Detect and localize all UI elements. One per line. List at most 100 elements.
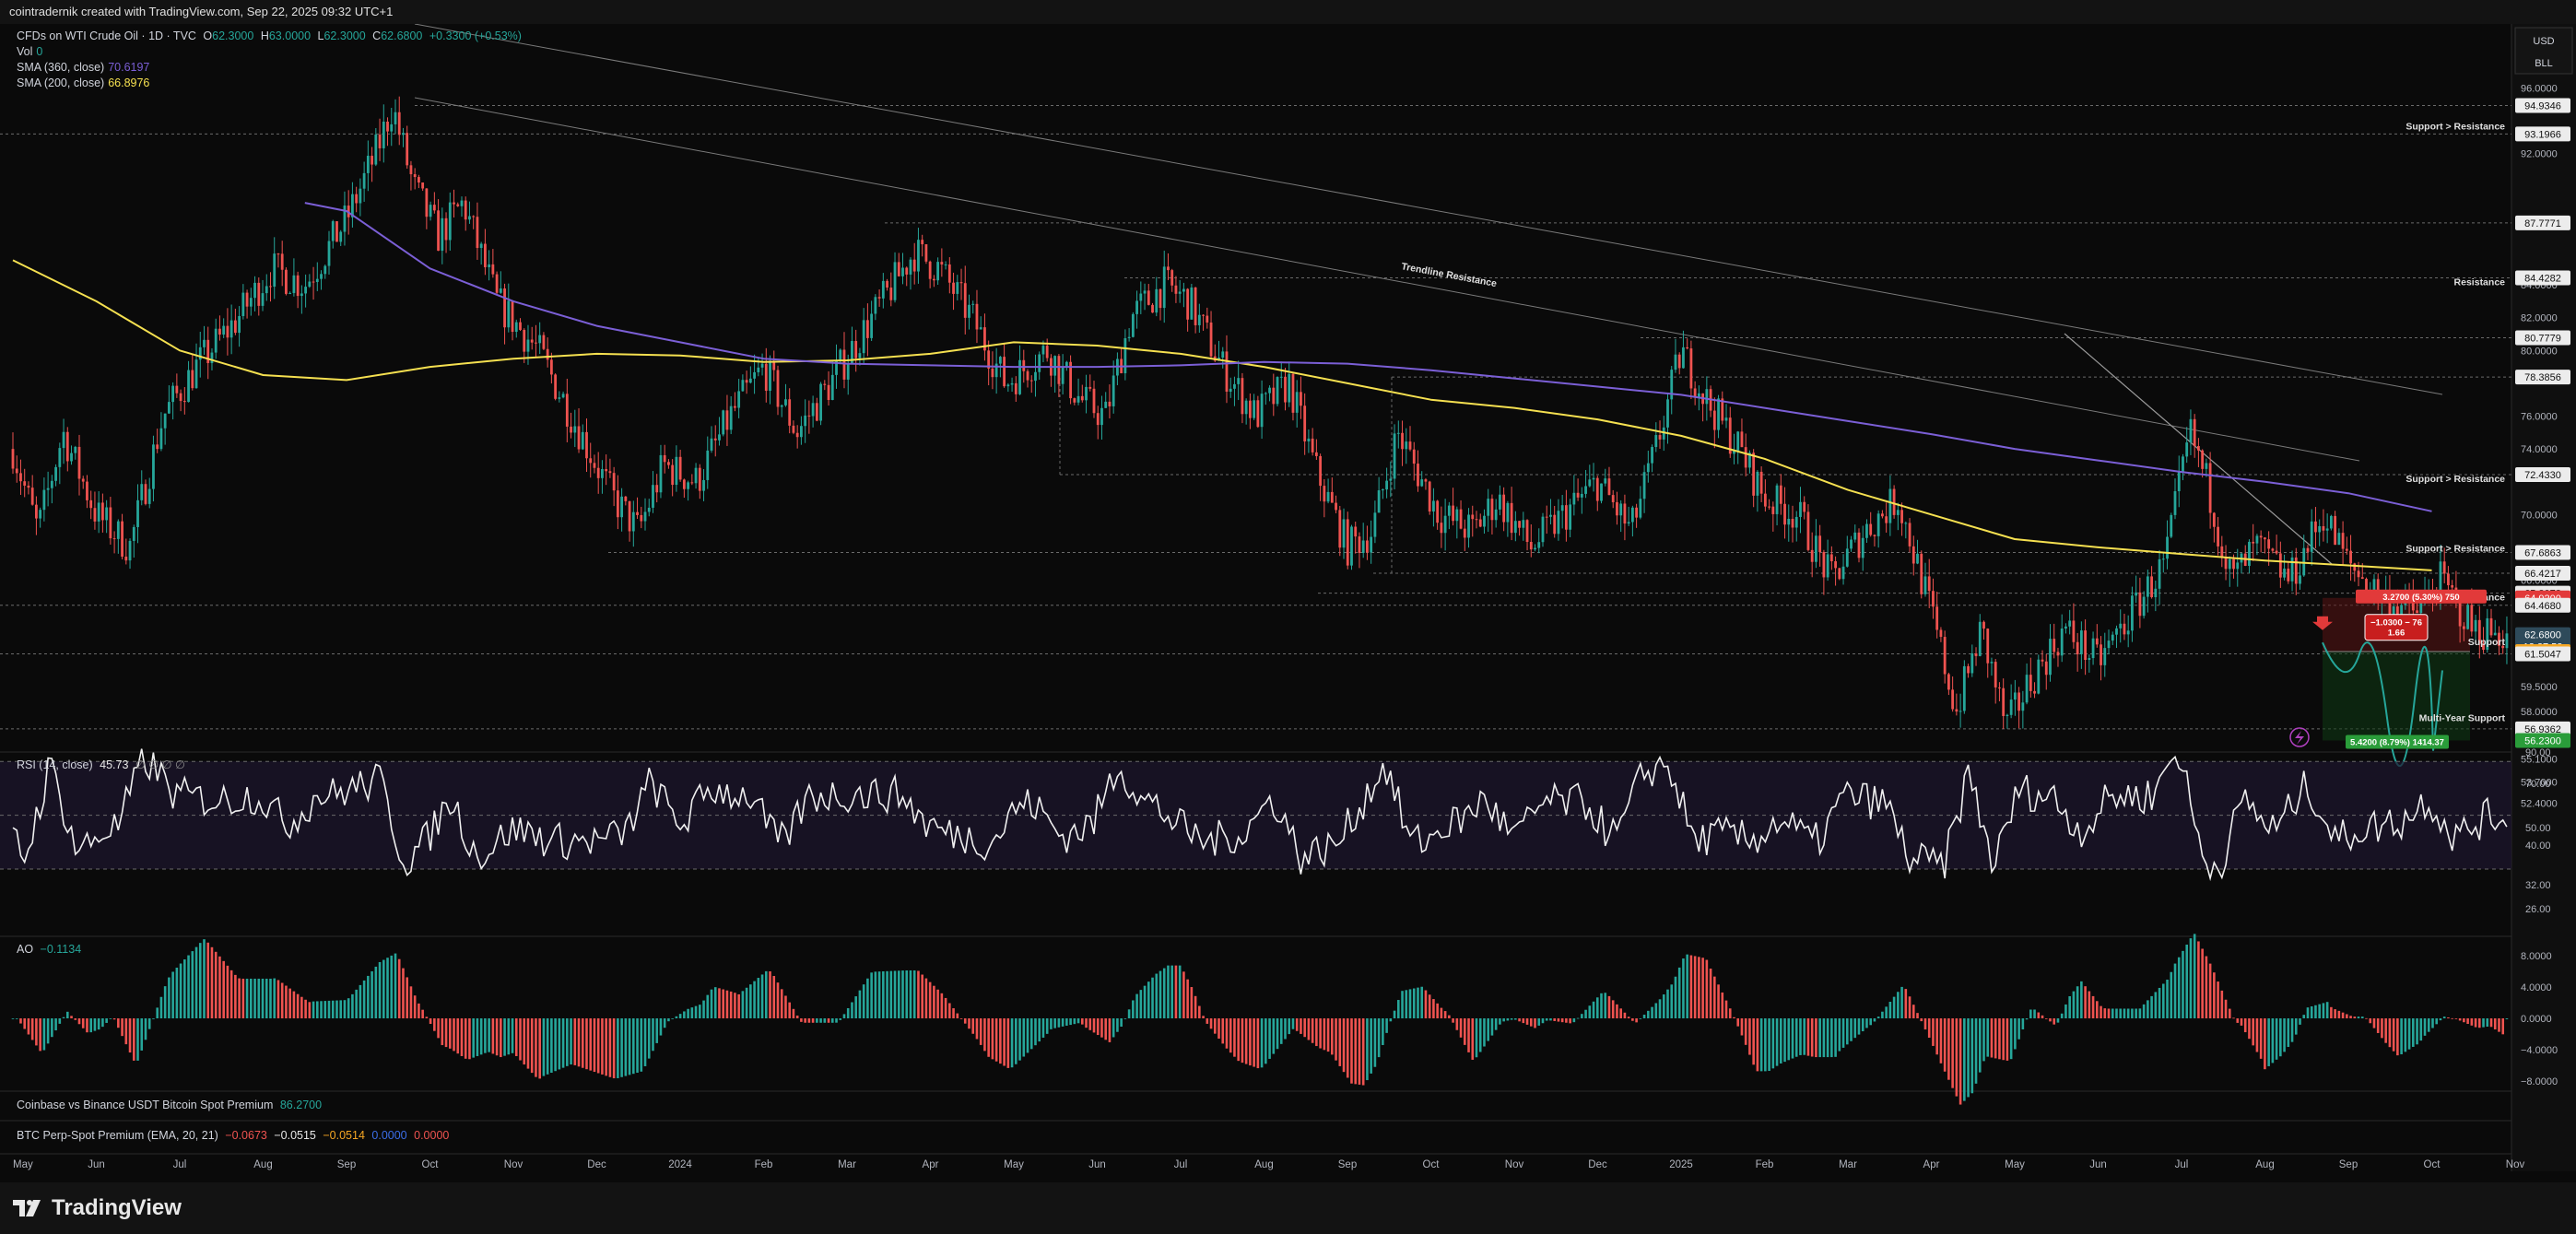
ao-bar[interactable]: [1268, 1018, 1271, 1059]
sma200-legend[interactable]: SMA (200, close) 66.8976: [17, 76, 153, 89]
candle-body[interactable]: [655, 485, 659, 493]
ao-bar[interactable]: [183, 959, 186, 1018]
candle-body[interactable]: [182, 401, 186, 403]
ao-bar[interactable]: [1897, 992, 1900, 1018]
candle-body[interactable]: [956, 282, 959, 294]
ao-bar[interactable]: [1085, 1018, 1088, 1028]
candle-body[interactable]: [698, 467, 701, 491]
ao-bar[interactable]: [2458, 1018, 2462, 1021]
candle-body[interactable]: [2049, 639, 2052, 676]
ao-bar[interactable]: [792, 1008, 795, 1018]
candle-body[interactable]: [1268, 387, 1271, 394]
candle-body[interactable]: [2236, 562, 2240, 570]
ao-bar[interactable]: [1651, 1006, 1653, 1018]
ao-bar[interactable]: [1487, 1018, 1490, 1041]
candle-body[interactable]: [558, 397, 561, 399]
ao-bar[interactable]: [210, 946, 214, 1018]
ao-bar[interactable]: [1951, 1018, 1954, 1088]
ao-bar[interactable]: [2002, 1018, 2005, 1061]
candle-body[interactable]: [93, 508, 97, 522]
trendline-resistance[interactable]: [414, 97, 2360, 462]
candle-body[interactable]: [1932, 591, 1935, 607]
candle-body[interactable]: [1053, 356, 1057, 376]
candle-body[interactable]: [2009, 699, 2013, 715]
candle-body[interactable]: [628, 500, 631, 532]
ao-bar[interactable]: [2029, 1009, 2032, 1018]
ao-bar[interactable]: [343, 1000, 347, 1018]
ao-bar[interactable]: [2442, 1017, 2446, 1018]
ao-bar[interactable]: [1162, 968, 1166, 1018]
candle-body[interactable]: [1010, 382, 1014, 385]
candle-body[interactable]: [1888, 488, 1892, 523]
candle-body[interactable]: [718, 434, 721, 441]
candle-body[interactable]: [1522, 520, 1525, 528]
ao-bar[interactable]: [795, 1015, 799, 1018]
ao-bar[interactable]: [1943, 1018, 1947, 1072]
candle-body[interactable]: [535, 342, 537, 344]
ao-bar[interactable]: [495, 1018, 499, 1056]
candle-body[interactable]: [1295, 392, 1299, 413]
candle-body[interactable]: [30, 488, 34, 505]
candle-body[interactable]: [81, 478, 85, 482]
ao-bar[interactable]: [347, 998, 350, 1018]
ao-bar[interactable]: [912, 970, 916, 1018]
ao-bar[interactable]: [479, 1018, 483, 1055]
ao-bar[interactable]: [1420, 986, 1424, 1018]
ao-bar[interactable]: [511, 1018, 514, 1053]
ao-bar[interactable]: [390, 955, 394, 1018]
candle-body[interactable]: [1990, 662, 1994, 664]
candle-body[interactable]: [1350, 526, 1353, 566]
ao-bar[interactable]: [2006, 1018, 2009, 1061]
ao-bar[interactable]: [2228, 1008, 2231, 1018]
candle-body[interactable]: [1600, 483, 1603, 501]
ao-bar[interactable]: [2314, 1005, 2317, 1018]
ao-bar[interactable]: [573, 1018, 577, 1065]
ao-bar[interactable]: [2232, 1017, 2235, 1019]
candle-body[interactable]: [788, 399, 792, 426]
ao-bar[interactable]: [1206, 1018, 1209, 1024]
candle-body[interactable]: [1260, 394, 1264, 428]
ao-bar[interactable]: [1284, 1018, 1287, 1040]
ao-bar[interactable]: [1408, 989, 1412, 1018]
ao-bar[interactable]: [858, 990, 862, 1018]
candle-body[interactable]: [269, 286, 272, 288]
candle-body[interactable]: [2126, 630, 2130, 635]
ao-bar[interactable]: [1104, 1018, 1108, 1040]
ao-bar[interactable]: [1100, 1018, 1103, 1038]
candle-body[interactable]: [11, 449, 15, 469]
candle-body[interactable]: [397, 112, 401, 135]
ao-bar[interactable]: [928, 981, 932, 1018]
ao-bar[interactable]: [2388, 1018, 2392, 1048]
ao-bar[interactable]: [500, 1018, 502, 1058]
ao-bar[interactable]: [144, 1018, 147, 1040]
candle-body[interactable]: [418, 177, 420, 183]
ao-bar[interactable]: [702, 1000, 705, 1018]
ao-bar[interactable]: [940, 993, 944, 1018]
ao-bar[interactable]: [1623, 1012, 1627, 1018]
candle-body[interactable]: [1366, 540, 1369, 553]
candle-body[interactable]: [2287, 568, 2290, 582]
ao-bar[interactable]: [1225, 1018, 1229, 1049]
candle-body[interactable]: [1967, 665, 1970, 674]
candle-body[interactable]: [339, 231, 343, 242]
candle-body[interactable]: [1408, 441, 1412, 450]
candle-body[interactable]: [1300, 392, 1302, 406]
candle-body[interactable]: [2131, 595, 2134, 631]
ao-bar[interactable]: [1053, 1018, 1056, 1028]
ao-bar[interactable]: [2017, 1018, 2020, 1040]
candle-body[interactable]: [573, 426, 577, 433]
candle-body[interactable]: [1787, 518, 1791, 525]
candle-body[interactable]: [2033, 690, 2036, 694]
candle-body[interactable]: [448, 202, 452, 241]
ao-bar[interactable]: [371, 970, 373, 1018]
candle-body[interactable]: [760, 363, 764, 368]
ao-bar[interactable]: [1529, 1018, 1533, 1027]
ao-bar[interactable]: [753, 981, 756, 1018]
candle-body[interactable]: [663, 454, 666, 463]
candle-body[interactable]: [2115, 628, 2118, 635]
candle-body[interactable]: [1518, 521, 1521, 528]
candle-body[interactable]: [1717, 398, 1720, 430]
candle-body[interactable]: [830, 374, 834, 401]
candle-body[interactable]: [2158, 558, 2161, 589]
candle-body[interactable]: [1799, 501, 1802, 517]
